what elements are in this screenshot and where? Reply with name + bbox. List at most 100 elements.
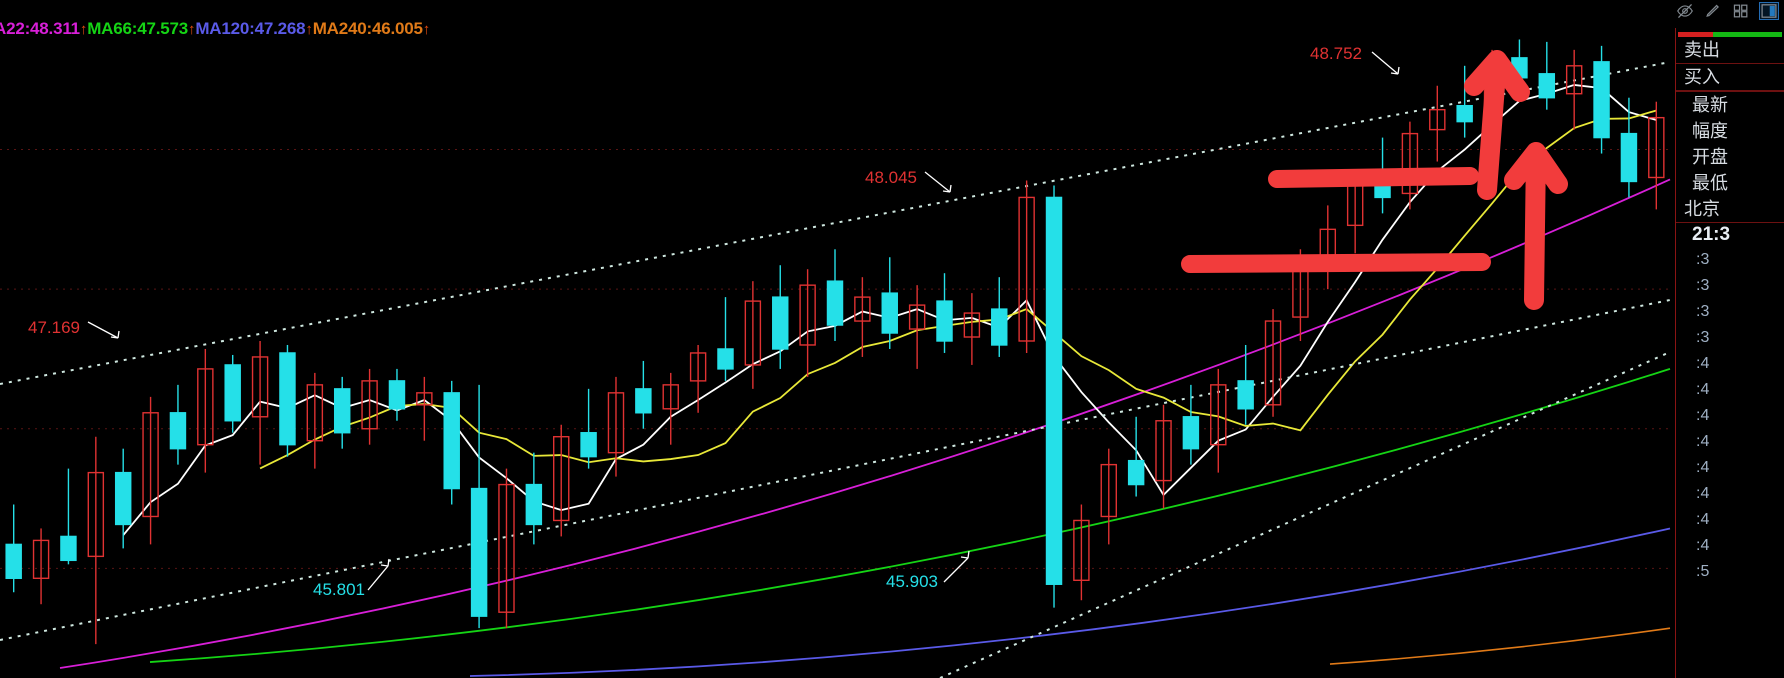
candle-body (498, 483, 515, 613)
candle-body (936, 300, 953, 342)
row-sell[interactable]: 卖出 (1676, 37, 1784, 64)
channel-lower-rail (0, 299, 1671, 641)
candle-body (580, 432, 597, 458)
candle-body (1264, 320, 1282, 406)
candle-body (114, 471, 132, 526)
candle-body (1429, 108, 1446, 131)
candle-body (991, 308, 1008, 346)
candle-body (142, 412, 159, 518)
chart-toolbar[interactable] (1670, 0, 1784, 22)
candle-body (1511, 57, 1528, 79)
ma10-line (259, 109, 1657, 470)
candle-body (279, 352, 296, 446)
candle-body (1538, 73, 1556, 99)
callout-47169: 47.169 (28, 318, 80, 337)
candle-body (553, 436, 570, 522)
candle-body (881, 292, 898, 334)
panel-icon[interactable] (1759, 2, 1779, 20)
ma240-line (1329, 627, 1671, 665)
row-city[interactable]: 北京 (1676, 196, 1784, 223)
quote-tick-5: :4 (1696, 381, 1710, 398)
candle-body (1565, 65, 1583, 95)
quote-rows: 卖出 买入 最新 幅度 开盘 最低 北京 21:3:3:3:3:3:4:4:4:4:4:4:4… (1676, 37, 1784, 585)
quote-tick-7: :4 (1696, 433, 1710, 450)
candle-body (1456, 104, 1473, 123)
callout-leader-4 (1371, 51, 1400, 75)
candle-body (60, 535, 77, 562)
sell-ratio-segment (1678, 32, 1714, 37)
candle-body (416, 392, 433, 406)
buy-sell-ratio-bar (1678, 32, 1782, 37)
row-range[interactable]: 幅度 (1692, 121, 1728, 141)
candle-body (1374, 180, 1391, 199)
quote-tick-0: :3 (1696, 251, 1710, 268)
candle-body (854, 296, 871, 322)
candle-body (826, 280, 844, 326)
quote-tick-3: :3 (1696, 329, 1710, 346)
pencil-icon[interactable] (1704, 3, 1722, 19)
quote-tick-10: :4 (1696, 511, 1710, 528)
candle-body (470, 487, 488, 617)
quote-tick-11: :4 (1696, 537, 1710, 554)
candle-body (388, 380, 406, 410)
candle-body (908, 304, 926, 330)
quote-tick-12: :5 (1696, 563, 1710, 580)
ma-legend-item-2: MA120:47.268 (195, 19, 306, 38)
candle-body (1620, 132, 1638, 183)
candle-body (799, 284, 816, 346)
ma-trend-arrow-2: ↑ (305, 20, 313, 38)
callout-48752: 48.752 (1310, 44, 1362, 63)
channel-mid-rail (939, 351, 1671, 678)
ma-legend-item-3: MA240:46.005 (312, 19, 423, 38)
ma-trend-arrow-1: ↑ (188, 20, 196, 38)
candle-body (32, 539, 50, 579)
candle-body (635, 388, 652, 414)
candle-body (1593, 61, 1610, 139)
ma-legend: A22:48.311 ↑ MA66:47.573 ↑ MA120:47.268 ↑ MA24… (0, 18, 430, 40)
callout-leader-1 (367, 558, 390, 591)
candle-body (1155, 420, 1172, 482)
callout-48045: 48.045 (865, 168, 917, 187)
candle-body (963, 312, 981, 338)
buy-ratio-segment (1713, 32, 1782, 37)
candle-body (87, 471, 105, 558)
row-low[interactable]: 最低 (1692, 173, 1728, 193)
quote-tick-2: :3 (1696, 303, 1710, 320)
eye-off-icon[interactable] (1676, 3, 1694, 19)
candle-body (306, 384, 324, 442)
grid-icon[interactable] (1732, 3, 1750, 19)
candle-body (689, 352, 707, 382)
candle-body (443, 392, 460, 490)
candle-body (1182, 416, 1200, 450)
ma-trend-arrow-3: ↑ (422, 20, 431, 38)
ma-trend-arrow-0: ↑ (79, 20, 88, 38)
quote-tick-6: :4 (1696, 407, 1710, 424)
candle-body (1073, 519, 1090, 581)
candle-body (662, 384, 679, 410)
row-open[interactable]: 开盘 (1692, 147, 1728, 167)
candle-body (5, 543, 22, 579)
callout-45903: 45.903 (886, 572, 938, 591)
candle-body (1127, 459, 1145, 486)
ma66-line (149, 368, 1671, 663)
candle-group (5, 39, 1665, 645)
candle-body (1237, 380, 1254, 410)
candle-body (169, 412, 187, 450)
candle-body (1100, 463, 1117, 518)
quote-panel[interactable]: 卖出 买入 最新 幅度 开盘 最低 北京 21:3:3:3:3:3:4:4:4:4:4:4:4… (1675, 28, 1784, 678)
candle-body (1210, 384, 1227, 446)
candle-body (251, 356, 269, 418)
candle-body (772, 296, 789, 350)
callout-45801: 45.801 (313, 580, 365, 599)
candle-body (717, 348, 734, 370)
ma-legend-item-1: MA66:47.573 (87, 19, 189, 38)
row-buy[interactable]: 买入 (1676, 64, 1784, 91)
ma-legend-item-0: A22:48.311 (0, 19, 80, 38)
row-last[interactable]: 最新 (1676, 91, 1784, 118)
quote-time: 21:3 (1692, 224, 1731, 245)
candle-body (1401, 132, 1419, 195)
candle-body (744, 300, 762, 366)
candle-body (1648, 116, 1665, 179)
